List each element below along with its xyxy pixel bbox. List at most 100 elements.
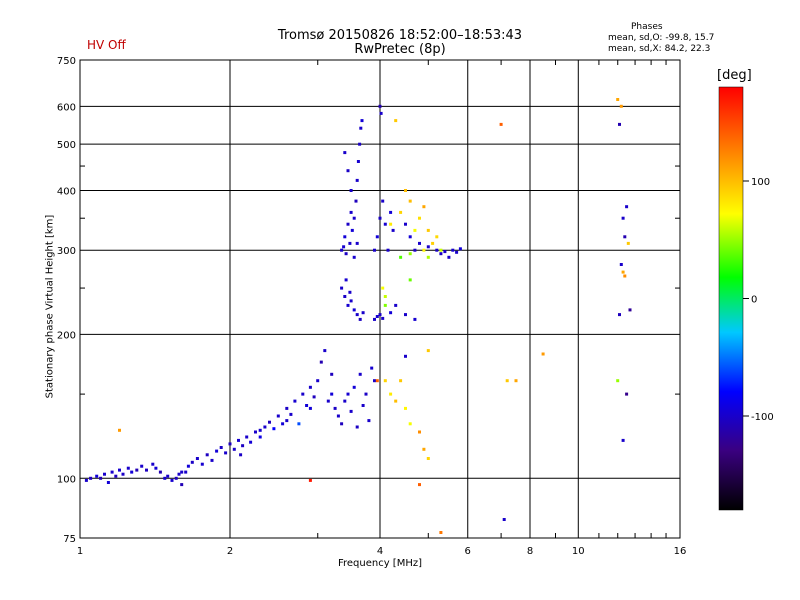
data-point [355,241,359,245]
hv-status-label: HV Off [87,38,126,52]
colorbar-tick-label: 0 [751,295,757,306]
chart-subtitle: RwPretec (8p) [354,42,446,57]
data-point [349,409,353,413]
phases-stats-o-mode: mean, sd,O: -99.8, 15.7 [608,33,715,43]
data-point [439,252,443,256]
data-point [621,438,625,442]
y-tick-label: 200 [57,330,76,341]
data-point [89,476,93,480]
data-point [381,199,385,203]
data-point [541,352,545,356]
data-point [379,111,383,115]
data-point [232,447,236,451]
data-point [399,379,403,383]
data-point [106,481,110,484]
data-point [323,349,327,353]
colorbar-tick-label: 100 [751,177,770,188]
data-point [426,245,430,249]
data-point [342,245,346,249]
data-point [455,250,459,254]
data-point [626,241,630,245]
y-tick-label: 600 [57,102,76,113]
data-point [326,399,330,403]
data-point [130,470,134,474]
data-point [95,474,99,478]
data-point [308,478,312,482]
data-point [210,458,214,462]
data-point [625,205,629,209]
y-tick-label: 100 [57,474,76,485]
data-point [349,189,353,192]
data-point [84,478,88,482]
data-point [422,205,426,209]
data-point [343,151,347,155]
data-point [378,104,382,108]
x-tick-label: 8 [527,546,533,557]
data-point [391,228,395,232]
data-point [316,379,320,383]
data-point [330,372,334,376]
phases-stats-heading: Phases [631,22,663,32]
colorbar [718,86,744,511]
data-point [373,379,376,383]
data-point [245,435,249,439]
data-point [355,178,359,182]
data-point [180,470,184,474]
data-point [418,216,421,220]
data-point [190,460,194,464]
data-point [370,366,374,370]
data-point [118,428,121,432]
data-point [378,216,382,220]
data-point [383,295,387,298]
data-point [623,274,627,278]
data-point [184,470,188,474]
data-point [404,222,407,226]
data-point [399,255,403,259]
data-point [443,250,447,254]
data-point [426,349,430,353]
data-point [346,303,350,307]
data-point [514,379,518,383]
data-point [394,303,398,307]
x-tick-label: 6 [465,546,471,557]
data-point [408,252,412,256]
data-point [375,379,379,383]
data-point [170,478,174,482]
y-axis-label: Stationary phase Virtual Height [km] [44,214,56,399]
x-tick-label: 1 [77,546,83,557]
x-tick-label: 2 [227,546,233,557]
colorbar-ticks: 100 0 -100 [743,177,774,423]
data-point [352,308,356,312]
data-point [367,419,371,423]
data-point [343,399,347,403]
data-point [301,392,305,396]
data-point [308,406,312,410]
data-point [360,119,364,123]
data-point [110,470,114,474]
data-point [413,228,417,232]
y-tick-label: 300 [57,246,76,257]
data-point [254,430,257,434]
data-point [355,425,359,429]
y-tick-label: 750 [57,56,76,67]
data-point [336,414,340,418]
data-point [404,354,407,358]
data-point [373,248,376,252]
data-point [195,457,199,460]
data-point [308,385,312,389]
data-point [621,216,625,220]
data-point [135,468,139,472]
ticks-layer: 1 2 4 6 8 10 16 75 100 200 300 400 500 600 750 [57,56,686,557]
plot-frame [79,59,681,539]
data-point [389,392,393,396]
data-point [355,313,359,317]
data-point [352,385,356,389]
data-point [346,222,350,226]
data-point [177,472,181,476]
data-point [383,222,387,226]
data-point [439,531,443,534]
data-point [239,453,243,457]
data-point [349,299,353,303]
data-point [439,248,443,252]
